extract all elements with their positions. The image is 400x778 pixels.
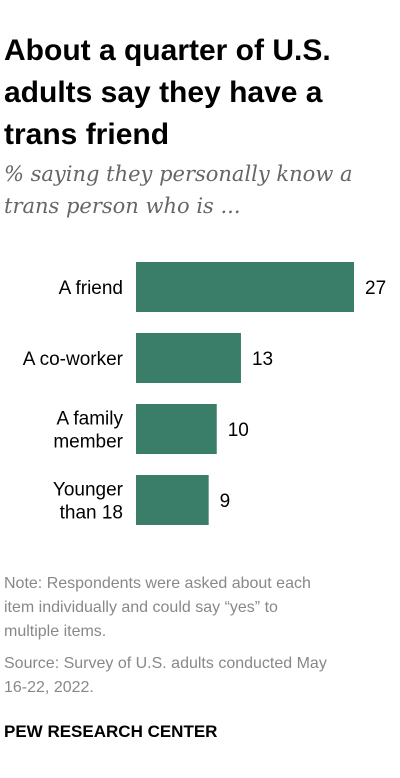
data-label: 10 — [228, 420, 249, 441]
source-line: Source: Survey of U.S. adults conducted … — [4, 655, 327, 672]
chart-subtitle: % saying they personally know a trans pe… — [4, 158, 384, 222]
chart-title: About a quarter of U.S. adults say they … — [4, 30, 384, 156]
bar — [136, 475, 209, 525]
bar — [136, 333, 241, 383]
chart-note: Note: Respondents were asked about each … — [4, 572, 400, 644]
title-line: adults say they have a — [4, 76, 323, 109]
pew-research-logo: PEW RESEARCH CENTER — [4, 722, 218, 741]
chart-source: Source: Survey of U.S. adults conducted … — [4, 652, 400, 700]
category-label: A friend — [59, 278, 123, 299]
title-line: trans friend — [4, 118, 170, 151]
data-label: 9 — [220, 491, 231, 512]
note-line: item individually and could say “yes” to — [4, 599, 278, 616]
source-line: 16-22, 2022. — [4, 679, 94, 696]
title-line: About a quarter of U.S. — [4, 34, 331, 67]
category-label: A family member — [53, 409, 123, 453]
note-line: Note: Respondents were asked about each — [4, 575, 311, 592]
bar — [136, 262, 354, 312]
bar — [136, 404, 217, 454]
subtitle-line: trans person who is ... — [4, 194, 241, 218]
category-label: A co-worker — [23, 349, 124, 370]
bar-chart: A friend 27 A co-worker 13 A family member 10 Y… — [23, 262, 386, 525]
note-line: multiple items. — [4, 623, 107, 640]
category-label: Younger than 18 — [53, 480, 124, 524]
data-label: 27 — [365, 278, 386, 299]
data-label: 13 — [252, 349, 273, 370]
subtitle-line: % saying they personally know a — [4, 162, 353, 186]
